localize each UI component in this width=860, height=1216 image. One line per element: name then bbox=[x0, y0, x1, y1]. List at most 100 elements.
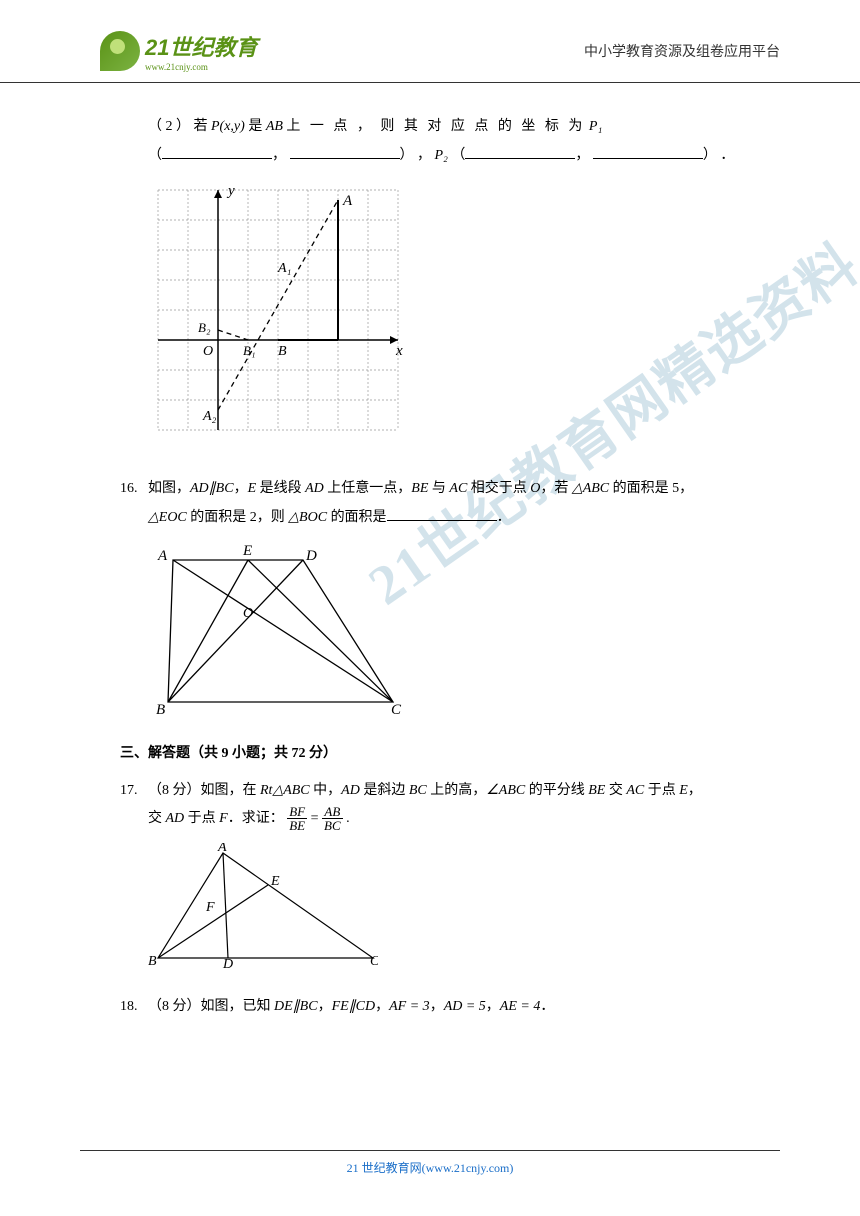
blank-1 bbox=[162, 141, 272, 159]
q16-t7: BE bbox=[411, 481, 428, 496]
q17-eq: = bbox=[311, 811, 322, 826]
q17-t5: 上的高， bbox=[427, 783, 487, 798]
q16-t0: 如图， bbox=[148, 481, 190, 496]
q18-t3: ， bbox=[375, 999, 389, 1014]
frac1-bot: BE bbox=[287, 819, 307, 832]
page-header: 21世纪教育 www.21cnjy.com 中小学教育资源及组卷应用平台 bbox=[0, 0, 860, 83]
q15-var-P1: P₁ bbox=[589, 119, 602, 134]
q18-t7: ， bbox=[486, 999, 500, 1014]
svg-text:O: O bbox=[203, 344, 213, 359]
q18-t9: ． bbox=[540, 999, 554, 1014]
svg-text:B: B bbox=[148, 954, 157, 968]
footer-text: 21 世纪教育网(www.21cnjy.com) bbox=[347, 1161, 514, 1175]
svg-text:B: B bbox=[156, 702, 165, 717]
logo-icon bbox=[100, 31, 140, 71]
q15-comma1: ， bbox=[272, 148, 286, 163]
q18-pref: （8 分）如图，已知 bbox=[148, 999, 274, 1014]
q15-var-AB: AB bbox=[266, 119, 283, 134]
q17-t11: 于点 bbox=[644, 783, 679, 798]
q16-t12: ，若 bbox=[540, 481, 572, 496]
q16-l2-0: △EOC bbox=[148, 510, 187, 525]
q16-l2-5: 的面积是 bbox=[327, 510, 387, 525]
question-18: 18. （8 分）如图，已知 DE∥BC，FE∥CD，AF = 3，AD = 5… bbox=[120, 993, 755, 1021]
blank-3 bbox=[465, 141, 575, 159]
q16-l2-4: △BOC bbox=[288, 510, 327, 525]
header-right-text: 中小学教育资源及组卷应用平台 bbox=[584, 41, 780, 61]
svg-text:F: F bbox=[205, 900, 215, 915]
q16-t1: AD∥BC bbox=[190, 481, 234, 496]
q15-paren1: （ bbox=[148, 148, 162, 163]
q16-t8: 与 bbox=[428, 481, 449, 496]
q17-t7: 的平分线 bbox=[525, 783, 588, 798]
svg-text:x: x bbox=[395, 343, 403, 359]
q18-t1: ， bbox=[318, 999, 332, 1014]
q17-t2: AD bbox=[341, 783, 360, 798]
q17-period: . bbox=[346, 811, 350, 826]
q16-l2-2: 2 bbox=[250, 510, 257, 525]
frac1-top: BF bbox=[287, 805, 307, 819]
q16-t3: E bbox=[248, 481, 257, 496]
q15-period: ． bbox=[720, 148, 734, 163]
q18-num: 18. bbox=[120, 993, 148, 1021]
q17-t3: 是斜边 bbox=[360, 783, 409, 798]
figure-trapezoid: A E D O B C bbox=[148, 542, 755, 717]
q16-num: 16. bbox=[120, 475, 148, 503]
svg-text:C: C bbox=[391, 702, 402, 717]
question-16: 16. 如图，AD∥BC，E 是线段 AD 上任意一点，BE 与 AC 相交于点… bbox=[120, 475, 755, 717]
fraction-bf-be: BFBE bbox=[287, 805, 307, 832]
q16-t2: ， bbox=[234, 481, 248, 496]
q15-paren1c: ） bbox=[400, 148, 414, 163]
q17-t0: Rt△ABC bbox=[260, 783, 310, 798]
q17-l2-1: 于点 bbox=[184, 811, 219, 826]
svg-text:B: B bbox=[278, 344, 287, 359]
svg-text:E: E bbox=[270, 874, 280, 889]
figure-right-triangle: A E F B D C bbox=[148, 843, 755, 968]
fraction-ab-bc: ABBC bbox=[322, 805, 343, 832]
q17-t13: ， bbox=[688, 783, 702, 798]
q17-l2-3: ．求证： bbox=[228, 811, 284, 826]
q16-t13: △ABC bbox=[572, 481, 609, 496]
q17-t4: BC bbox=[409, 783, 427, 798]
q17-l2p: 交 bbox=[148, 811, 166, 826]
svg-text:C: C bbox=[370, 954, 378, 968]
blank-2 bbox=[290, 141, 400, 159]
svg-text:A: A bbox=[157, 548, 168, 564]
svg-text:B₂: B₂ bbox=[198, 320, 211, 335]
svg-text:A₁: A₁ bbox=[277, 261, 291, 276]
q16-t11: O bbox=[530, 481, 540, 496]
q16-t14: 的面积是 bbox=[609, 481, 672, 496]
q17-pref: （8 分）如图，在 bbox=[148, 783, 260, 798]
q17-t1: 中， bbox=[310, 783, 342, 798]
q16-l2-1: 的面积是 bbox=[187, 510, 250, 525]
svg-text:O: O bbox=[243, 606, 253, 621]
svg-text:E: E bbox=[242, 543, 252, 559]
q18-t5: ， bbox=[430, 999, 444, 1014]
q16-t4: 是线段 bbox=[256, 481, 305, 496]
q15-t2: 上 一 点 ， 则 其 对 应 点 的 坐 标 为 bbox=[286, 119, 585, 134]
q16-t9: AC bbox=[449, 481, 467, 496]
q16-t5: AD bbox=[305, 481, 324, 496]
q17-t10: AC bbox=[626, 783, 644, 798]
q18-t6: AD = 5 bbox=[444, 999, 486, 1014]
svg-text:A: A bbox=[342, 193, 353, 209]
logo-text: 21世纪教育 bbox=[145, 35, 257, 60]
question-15-2: （ 2 ） 若 P(x,y) 是 AB 上 一 点 ， 则 其 对 应 点 的 … bbox=[120, 113, 755, 450]
q16-t16: ， bbox=[679, 481, 693, 496]
svg-text:B₁: B₁ bbox=[243, 343, 255, 358]
svg-text:y: y bbox=[226, 183, 235, 199]
q15-var-P2: P₂ bbox=[435, 148, 448, 163]
blank-4 bbox=[593, 141, 703, 159]
q16-t10: 相交于点 bbox=[467, 481, 530, 496]
q16-period: ． bbox=[497, 510, 511, 525]
q17-l2-0: AD bbox=[166, 811, 185, 826]
q15-var-P: P(x,y) bbox=[211, 119, 245, 134]
q17-num: 17. bbox=[120, 777, 148, 805]
page-footer: 21 世纪教育网(www.21cnjy.com) bbox=[80, 1150, 780, 1176]
svg-text:A₂: A₂ bbox=[202, 409, 217, 424]
section-3-title: 三、解答题（共 9 小题；共 72 分） bbox=[120, 742, 755, 762]
frac2-top: AB bbox=[322, 805, 343, 819]
q17-t12: E bbox=[679, 783, 688, 798]
q17-t8: BE bbox=[588, 783, 605, 798]
q15-comma2: ， bbox=[417, 148, 431, 163]
q18-t2: FE∥CD bbox=[332, 999, 376, 1014]
